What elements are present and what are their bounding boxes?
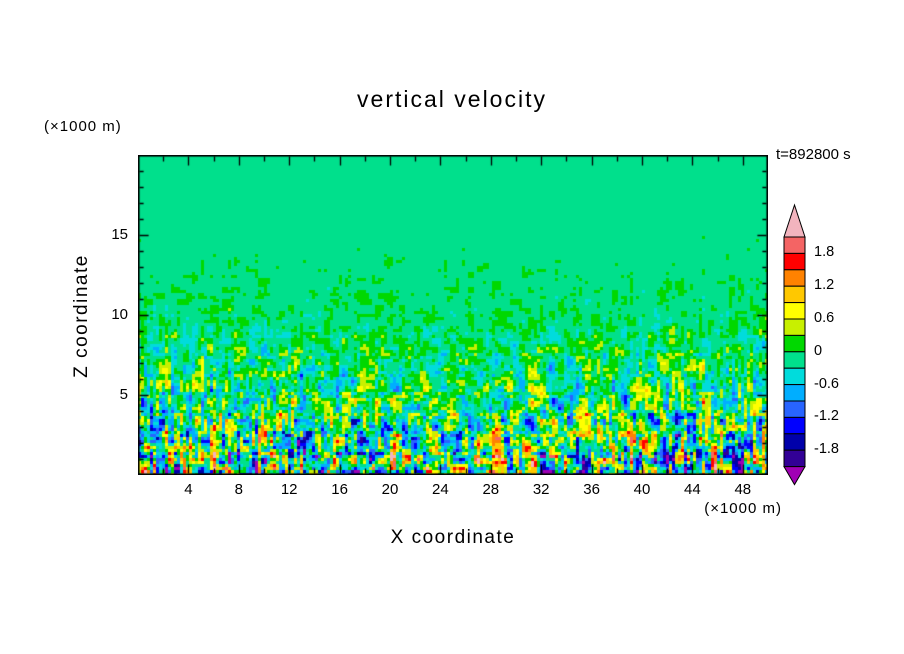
colorbar-tick-label: -1.8	[814, 441, 839, 458]
x-tick-label: 40	[633, 481, 651, 498]
x-axis-label: X coordinate	[390, 527, 516, 548]
chart-title: vertical velocity	[357, 86, 547, 112]
heatmap-canvas	[138, 155, 768, 475]
x-tick-label: 4	[184, 481, 193, 498]
x-tick-label: 12	[280, 481, 298, 498]
colorbar	[783, 203, 806, 486]
x-tick-label: 32	[532, 481, 550, 498]
colorbar-tick-label: -0.6	[814, 375, 839, 392]
x-tick-label: 36	[583, 481, 600, 498]
x-tick-label: 24	[432, 481, 449, 498]
y-tick-label: 10	[111, 306, 128, 323]
y-tick-label: 5	[119, 386, 128, 403]
x-tick-label: 44	[684, 481, 701, 498]
y-tick-label: 15	[111, 226, 128, 243]
x-tick-label: 28	[482, 481, 500, 498]
x-axis-unit-label: (×1000 m)	[704, 500, 782, 517]
x-tick-label: 20	[381, 481, 399, 498]
time-annotation: t=892800 s	[776, 146, 851, 163]
colorbar-tick-label: 1.2	[814, 277, 835, 294]
colorbar-tick-label: 0	[814, 342, 823, 359]
y-axis-unit-label: (×1000 m)	[44, 118, 122, 135]
x-tick-label: 8	[234, 481, 243, 498]
x-tick-label: 48	[734, 481, 752, 498]
x-tick-label: 16	[331, 481, 348, 498]
colorbar-tick-label: 0.6	[814, 310, 835, 326]
colorbar-tick-label: 1.8	[814, 244, 835, 261]
colorbar-tick-label: -1.2	[814, 408, 839, 425]
